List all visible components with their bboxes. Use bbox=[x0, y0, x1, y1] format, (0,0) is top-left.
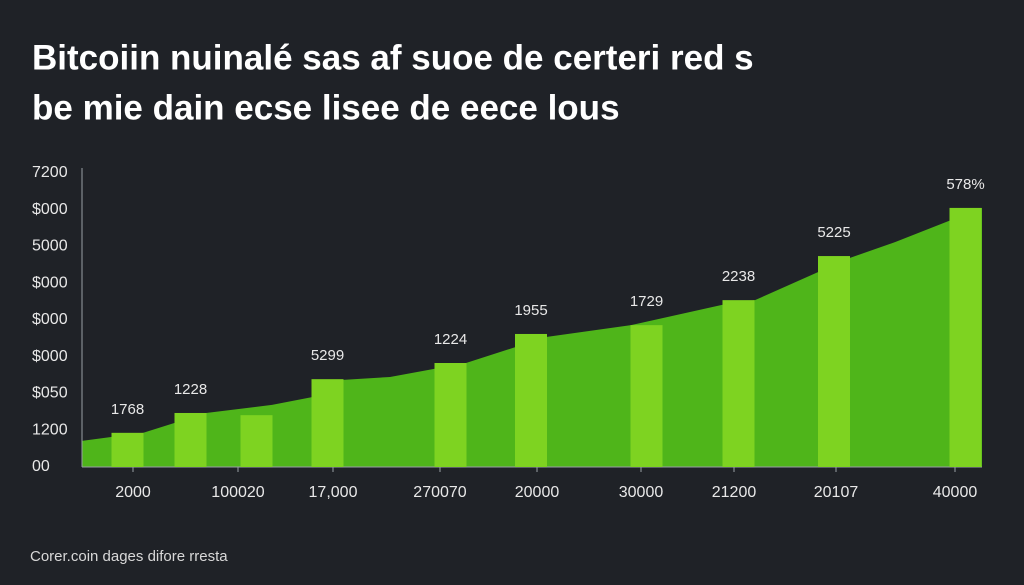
x-tick-label: 40000 bbox=[933, 484, 978, 501]
data-label: 578% bbox=[946, 176, 984, 193]
y-tick-label: $000 bbox=[32, 274, 68, 291]
x-tick-label: 20000 bbox=[515, 484, 560, 501]
bar bbox=[949, 207, 982, 467]
bar bbox=[311, 379, 344, 467]
data-label: 1228 bbox=[174, 381, 207, 398]
y-tick-label: $000 bbox=[32, 311, 68, 328]
data-label: 1729 bbox=[630, 293, 663, 310]
y-tick-label: 1200 bbox=[32, 421, 68, 438]
data-label: 1955 bbox=[514, 302, 547, 319]
bar bbox=[434, 362, 467, 467]
chart-title: Bitcoiin nuinalé sas af suoe de certeri … bbox=[32, 38, 754, 77]
x-tick-label: 100020 bbox=[211, 484, 264, 501]
bar bbox=[240, 415, 273, 467]
x-tick-label: 21200 bbox=[712, 484, 757, 501]
bar bbox=[818, 256, 850, 467]
y-tick-label: 00 bbox=[32, 458, 50, 475]
bar bbox=[722, 300, 755, 467]
bar bbox=[174, 412, 207, 467]
bar bbox=[515, 333, 547, 467]
x-tick-label: 2000 bbox=[115, 484, 151, 501]
data-label: 2238 bbox=[722, 268, 755, 285]
y-tick-label: 5000 bbox=[32, 238, 68, 255]
bar bbox=[630, 325, 663, 467]
data-label: 5299 bbox=[311, 347, 344, 364]
x-tick-label: 20107 bbox=[814, 484, 859, 501]
data-label: 5225 bbox=[817, 224, 850, 241]
area bbox=[82, 207, 982, 467]
y-tick-label: $050 bbox=[32, 385, 68, 402]
footnote: Corer.coin dages difore rresta bbox=[30, 548, 228, 565]
x-tick-label: 270070 bbox=[413, 484, 466, 501]
y-tick-label: $000 bbox=[32, 201, 68, 218]
data-label: 1768 bbox=[111, 401, 144, 418]
y-tick-label: 7200 bbox=[32, 164, 68, 181]
bar bbox=[111, 432, 144, 467]
chart-subtitle: be mie dain ecse lisee de eece lous bbox=[32, 88, 620, 127]
y-tick-label: $000 bbox=[32, 348, 68, 365]
x-tick-label: 30000 bbox=[619, 484, 664, 501]
data-label: 1224 bbox=[434, 331, 467, 348]
x-tick-label: 17,000 bbox=[309, 484, 358, 501]
